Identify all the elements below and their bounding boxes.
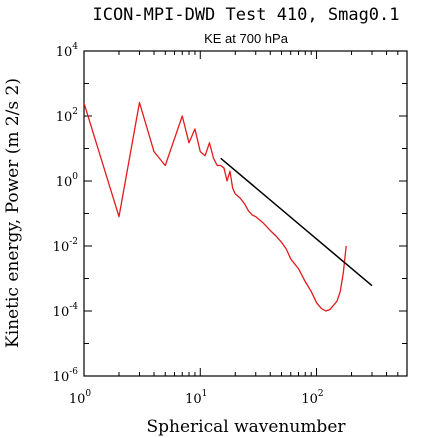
reference-slope-line — [220, 157, 373, 287]
x-tick-label: 102 — [301, 389, 323, 407]
plot-frame — [83, 50, 408, 377]
x-tick-label: 100 — [69, 389, 92, 407]
y-tick-label: 104 — [56, 42, 79, 60]
chart-title: ICON-MPI-DWD Test 410, Smag0.1 — [92, 5, 399, 25]
y-tick-label: 10-2 — [53, 237, 78, 255]
y-axis-ticks — [84, 50, 407, 377]
y-axis-tick-labels: 104 102 100 10-2 10-4 10-6 — [53, 42, 79, 385]
y-tick-label: 10-6 — [53, 367, 79, 385]
y-tick-label: 100 — [56, 172, 79, 190]
y-tick-label: 102 — [56, 107, 78, 125]
y-tick-label: 10-4 — [53, 302, 79, 320]
x-axis-ticks — [83, 51, 408, 376]
series-layer — [83, 101, 373, 312]
x-tick-label: 101 — [185, 389, 207, 407]
x-axis-label: Spherical wavenumber — [146, 417, 346, 437]
x-axis-tick-labels: 100 101 102 — [69, 389, 324, 407]
y-axis-label: Kinetic energy, Power (m 2/s 2) — [3, 78, 23, 348]
chart-subtitle: KE at 700 hPa — [204, 31, 289, 46]
ke-spectrum-line — [83, 101, 347, 312]
